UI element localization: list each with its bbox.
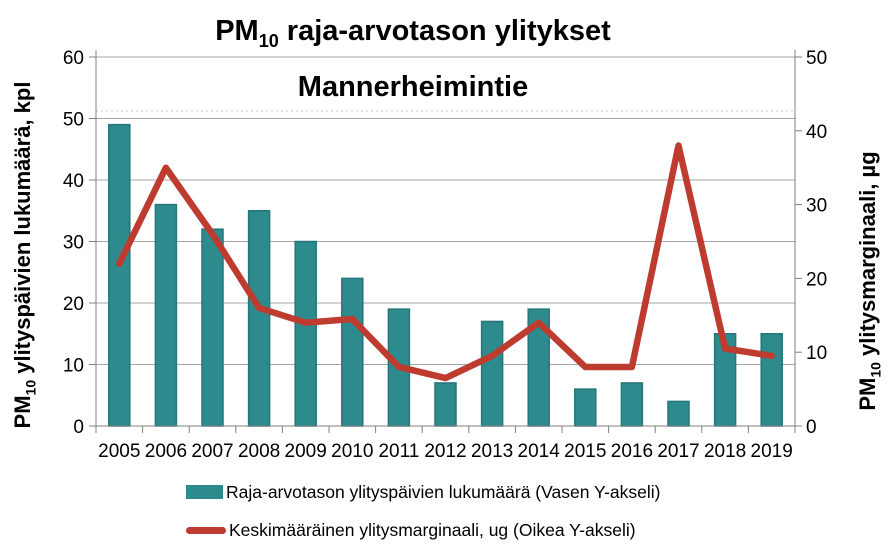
x-axis-tick-label: 2019 [751, 441, 793, 462]
legend-line-label: Keskimääräinen ylitysmarginaali, ug (Oik… [229, 519, 636, 540]
chart-title-line1: PM10 raja-arvotason ylitykset [215, 15, 611, 51]
left-axis-tick-label: 20 [63, 294, 84, 315]
x-axis-tick-label: 2008 [238, 441, 280, 462]
left-axis-tick-label: 0 [73, 417, 84, 438]
bar-2015 [574, 388, 597, 427]
bar-2013 [480, 320, 504, 427]
right-axis-tick-label: 10 [806, 343, 827, 364]
right-axis-tick-label: 20 [806, 269, 827, 290]
left-axis-tick-label: 50 [63, 110, 84, 131]
legend-line-swatch-icon [186, 526, 226, 534]
legend-bar-label: Raja-arvotason ylityspäivien lukumäärä (… [226, 481, 661, 502]
legend-item-bars: Raja-arvotason ylityspäivien lukumäärä (… [186, 482, 660, 502]
x-axis-tick-label: 2015 [564, 441, 606, 462]
x-axis-tick-label: 2013 [471, 441, 513, 462]
right-axis-title: PM10 ylitysmarginaali, µg [855, 151, 884, 411]
bar-2017 [667, 400, 690, 427]
chart-title: PM10 raja-arvotason ylitykset Mannerheim… [0, 8, 826, 110]
chart-title-line2: Mannerheimintie [297, 70, 529, 103]
bar-2012 [434, 382, 457, 427]
bar-2010 [341, 277, 364, 427]
left-axis-tick-label: 30 [63, 233, 84, 254]
legend: Raja-arvotason ylityspäivien lukumäärä (… [186, 482, 660, 558]
legend-item-line: Keskimääräinen ylitysmarginaali, ug (Oik… [186, 520, 660, 540]
x-axis-tick-label: 2011 [378, 441, 419, 462]
line-series [116, 142, 775, 382]
bar-2005 [108, 123, 131, 427]
x-axis-tick-label: 2007 [191, 441, 233, 462]
bar-2007 [201, 228, 224, 427]
bar-2019 [760, 333, 783, 427]
bar-2008 [247, 210, 271, 427]
x-axis-tick-label: 2018 [704, 441, 746, 462]
x-axis-tick-label: 2010 [331, 441, 373, 462]
right-axis-tick-label: 50 [806, 48, 827, 69]
right-axis-tick-label: 30 [806, 196, 827, 217]
x-axis-tick-label: 2005 [98, 441, 140, 462]
left-axis-title: PM10 ylityspäivien lukumäärä, kpl [10, 81, 39, 429]
left-axis-tick-label: 10 [63, 356, 84, 377]
x-axis-tick-label: 2017 [657, 441, 699, 462]
bar-2016 [620, 382, 644, 427]
x-axis-tick-label: 2006 [145, 441, 187, 462]
bar-2009 [294, 240, 317, 427]
bar-2006 [154, 203, 178, 427]
left-axis-tick-label: 40 [63, 171, 84, 192]
x-axis-tick-label: 2016 [611, 441, 653, 462]
left-axis-tick-label: 60 [63, 48, 84, 69]
right-axis-tick-label: 0 [806, 417, 817, 438]
x-axis-tick-label: 2009 [285, 441, 327, 462]
legend-bar-swatch-icon [186, 485, 223, 499]
x-axis-tick-label: 2012 [424, 441, 466, 462]
right-axis-tick-label: 40 [806, 122, 827, 143]
x-axis-tick-label: 2014 [518, 441, 561, 462]
